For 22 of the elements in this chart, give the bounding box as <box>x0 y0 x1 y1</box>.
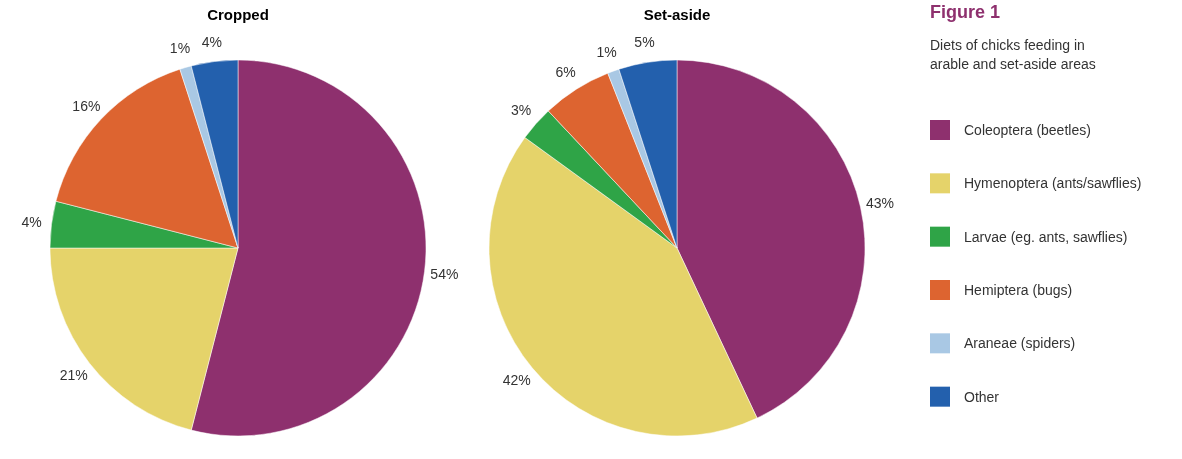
data-label: 5% <box>634 34 655 51</box>
caption: Figure 1 <box>930 2 1001 22</box>
data-label: 6% <box>555 64 576 81</box>
data-label: 4% <box>201 33 223 50</box>
data-label: 42% <box>502 372 531 389</box>
legend-label: Coleoptera (beetles) <box>964 121 1091 138</box>
data-label: 1% <box>169 40 191 57</box>
data-label: 4% <box>21 213 42 230</box>
data-label: 3% <box>510 102 532 119</box>
legend-label: Hymenoptera (ants/sawflies) <box>964 175 1142 192</box>
data-label: 1% <box>596 44 617 61</box>
chart-title: Set-aside <box>643 6 711 23</box>
data-label: 54% <box>430 265 459 282</box>
legend-label: Hemiptera (bugs) <box>964 281 1073 298</box>
data-label: 16% <box>72 97 101 114</box>
data-label: 21% <box>59 367 88 384</box>
data-label: 43% <box>865 194 895 211</box>
legend-label: Larvae (eg. ants, sawflies) <box>964 228 1128 245</box>
text: Diets of chicks feeding in arable and set-aside areas <box>930 37 1096 72</box>
legend-label: Araneae (spiders) <box>964 335 1076 352</box>
chart-title: Cropped <box>207 6 269 23</box>
legend-label: Other <box>964 388 1000 405</box>
